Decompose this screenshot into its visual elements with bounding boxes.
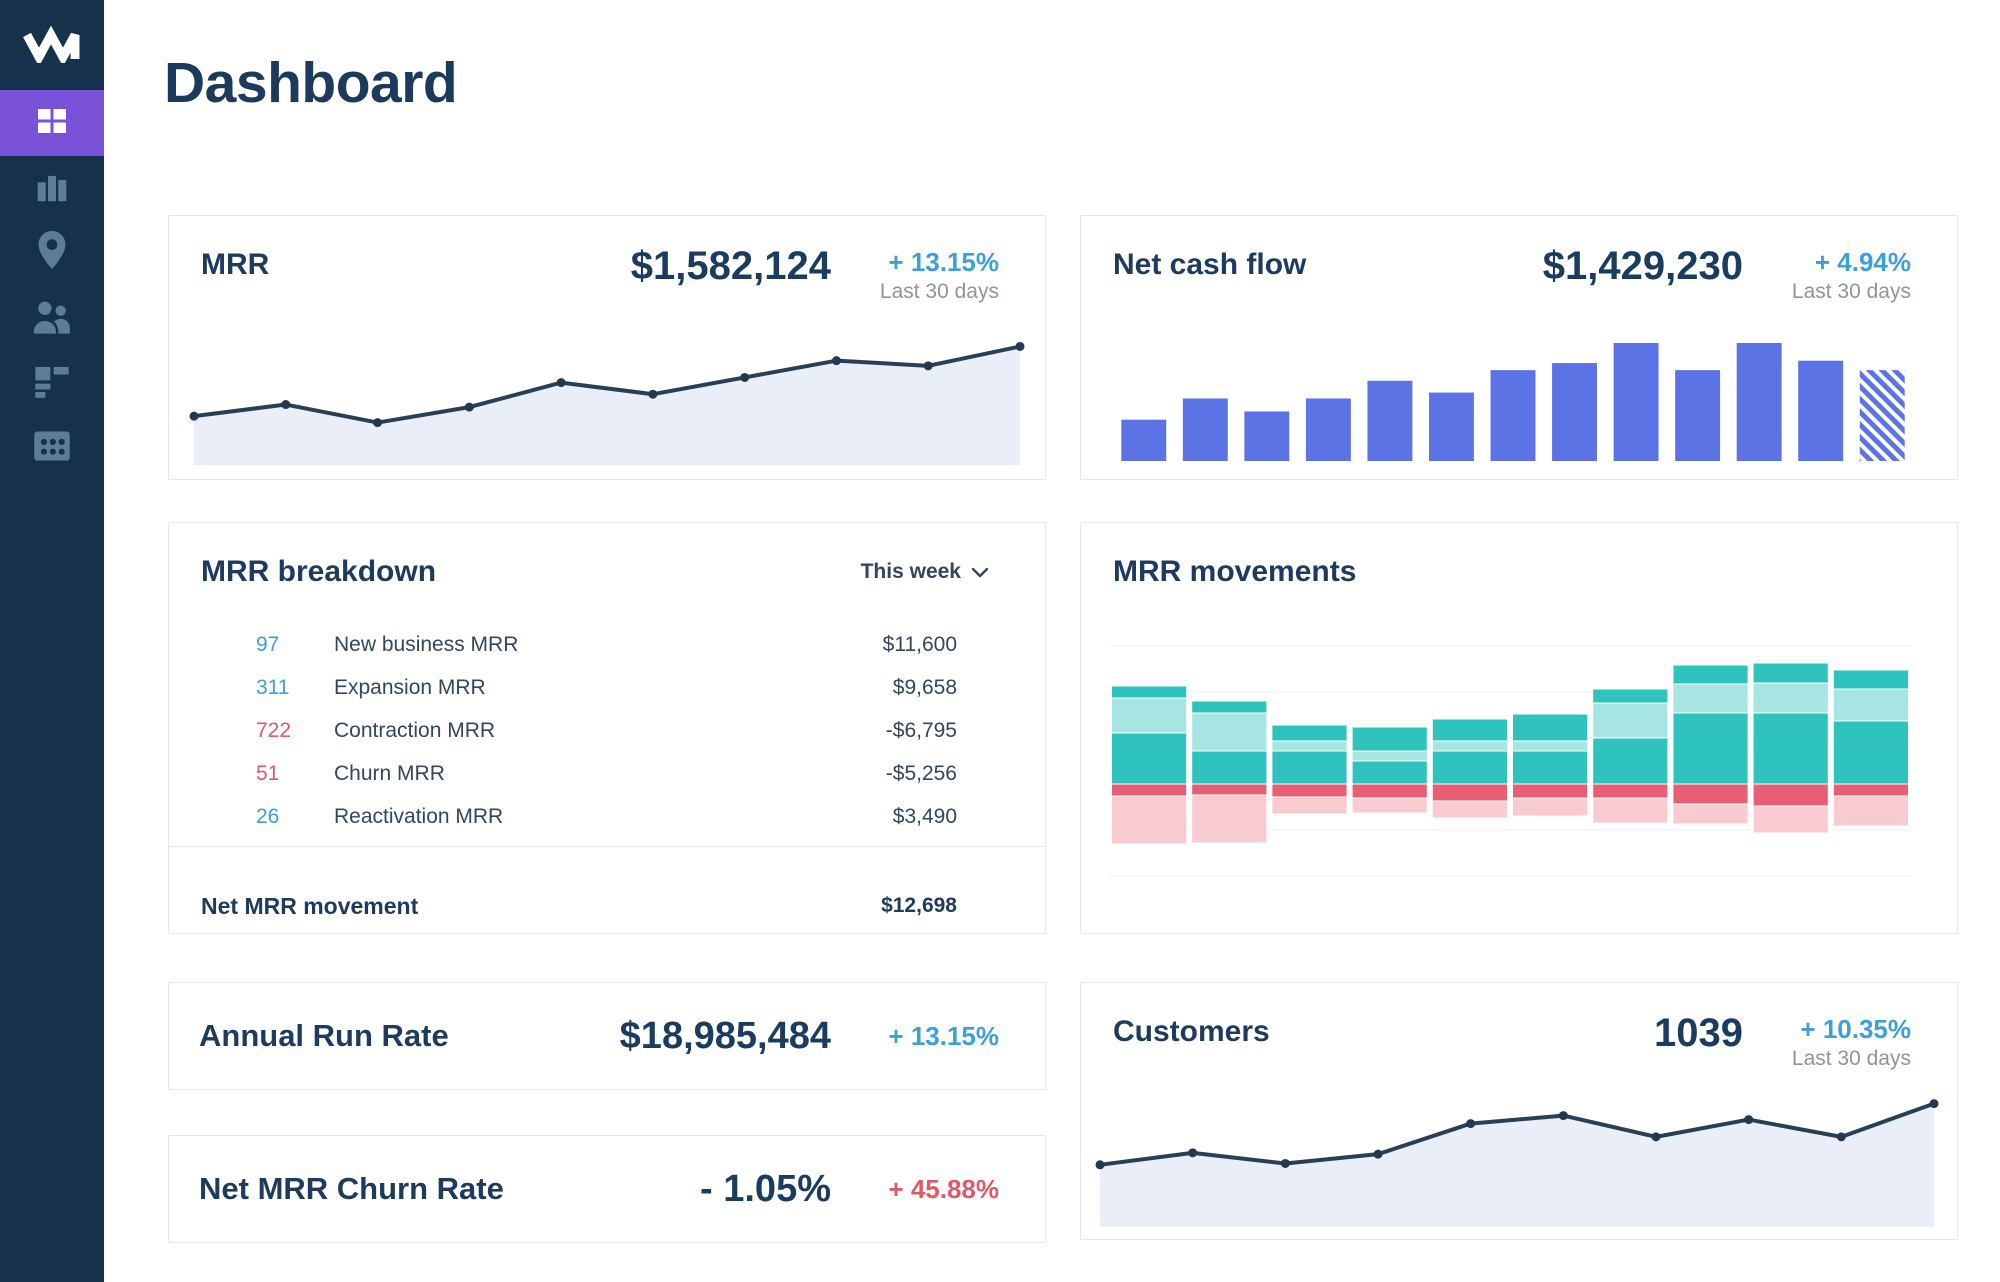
- row-count: 51: [256, 761, 280, 785]
- map-pin-icon: [33, 229, 71, 276]
- chartmogul-m-icon: [21, 23, 83, 68]
- table-row-churn: 51 Churn MRR -$5,256: [169, 752, 1045, 795]
- row-value: -$6,795: [885, 718, 957, 742]
- churn-rate-value: - 1.05%: [700, 1168, 831, 1210]
- sidebar-item-customers[interactable]: [0, 290, 104, 348]
- week-filter-label: This week: [860, 560, 961, 583]
- net-mrr-movement-row: Net MRR movement $12,698: [169, 875, 1045, 937]
- mrr-movements-title: MRR movements: [1113, 555, 1357, 588]
- mrr-sparkline-chart: [189, 341, 1025, 465]
- row-value: -$5,256: [885, 761, 957, 785]
- row-label: Contraction MRR: [334, 718, 496, 742]
- row-label: New business MRR: [334, 632, 519, 656]
- sidebar-item-geography[interactable]: [0, 223, 104, 281]
- sidebar-item-segments[interactable]: [0, 355, 104, 413]
- mrr-breakdown-card: MRR breakdown This week 97 New business …: [168, 522, 1046, 934]
- arr-value: $18,985,484: [619, 1015, 831, 1057]
- dashboard-grid-icon: [32, 101, 72, 146]
- mrr-value: $1,582,124: [630, 244, 831, 288]
- net-cash-flow-period: Last 30 days: [1791, 280, 1911, 303]
- people-icon: [31, 298, 73, 341]
- app-logo[interactable]: [0, 14, 104, 76]
- row-value: $9,658: [892, 675, 957, 699]
- cohorts-table-icon: [31, 428, 73, 469]
- mrr-breakdown-rows: 97 New business MRR $11,600 311 Expansio…: [169, 623, 1045, 838]
- chevron-down-icon: [971, 560, 989, 584]
- row-value: $3,490: [892, 804, 957, 828]
- net-cash-flow-value: $1,429,230: [1542, 244, 1743, 288]
- segments-blocks-icon: [32, 365, 72, 404]
- mrr-card-title: MRR: [201, 248, 270, 281]
- table-row-new-business: 97 New business MRR $11,600: [169, 623, 1045, 666]
- table-row-contraction: 722 Contraction MRR -$6,795: [169, 709, 1045, 752]
- customers-line-chart: [1095, 1099, 1939, 1227]
- row-value: $11,600: [882, 632, 957, 656]
- sidebar-item-dashboard[interactable]: [0, 90, 104, 156]
- mrr-movements-stacked-chart: [1109, 645, 1911, 877]
- arr-change: + 13.15%: [888, 1021, 999, 1051]
- row-count: 26: [256, 804, 280, 828]
- sidebar-item-cohorts[interactable]: [0, 419, 104, 477]
- sidebar-item-charts[interactable]: [0, 160, 104, 218]
- table-row-expansion: 311 Expansion MRR $9,658: [169, 666, 1045, 709]
- row-label: Churn MRR: [334, 761, 445, 785]
- customers-period: Last 30 days: [1791, 1047, 1911, 1070]
- sidebar: [0, 0, 104, 1282]
- net-mrr-movement-label: Net MRR movement: [201, 892, 419, 919]
- row-count: 311: [256, 675, 290, 699]
- net-mrr-movement-value: $12,698: [881, 894, 957, 917]
- net-cash-flow-bar-chart: [1121, 343, 1905, 461]
- page-title: Dashboard: [164, 51, 458, 115]
- annual-run-rate-card: Annual Run Rate $18,985,484 + 13.15%: [168, 982, 1046, 1090]
- arr-title: Annual Run Rate: [199, 1018, 449, 1053]
- week-filter-dropdown[interactable]: This week: [861, 560, 989, 584]
- customers-card: Customers 1039 + 10.35% Last 30 days: [1080, 982, 1958, 1240]
- row-count: 97: [256, 632, 280, 656]
- mrr-period: Last 30 days: [879, 280, 999, 303]
- churn-rate-change: + 45.88%: [888, 1174, 999, 1204]
- net-cash-flow-title: Net cash flow: [1113, 248, 1307, 281]
- mrr-card: MRR $1,582,124 + 13.15% Last 30 days: [168, 215, 1046, 480]
- bar-chart-icon: [33, 168, 71, 211]
- mrr-movements-card: MRR movements: [1080, 522, 1958, 934]
- customers-value: 1039: [1654, 1011, 1743, 1055]
- customers-change: + 10.35%: [1800, 1014, 1911, 1044]
- divider: [169, 846, 1045, 847]
- table-row-reactivation: 26 Reactivation MRR $3,490: [169, 795, 1045, 838]
- net-cash-flow-change: + 4.94%: [1814, 247, 1911, 277]
- customers-title: Customers: [1113, 1015, 1270, 1048]
- mrr-change: + 13.15%: [888, 247, 999, 277]
- row-label: Reactivation MRR: [334, 804, 504, 828]
- row-label: Expansion MRR: [334, 675, 486, 699]
- mrr-breakdown-title: MRR breakdown: [201, 555, 437, 588]
- churn-rate-title: Net MRR Churn Rate: [199, 1171, 504, 1206]
- row-count: 722: [256, 718, 292, 742]
- net-cash-flow-card: Net cash flow $1,429,230 + 4.94% Last 30…: [1080, 215, 1958, 480]
- net-mrr-churn-rate-card: Net MRR Churn Rate - 1.05% + 45.88%: [168, 1135, 1046, 1243]
